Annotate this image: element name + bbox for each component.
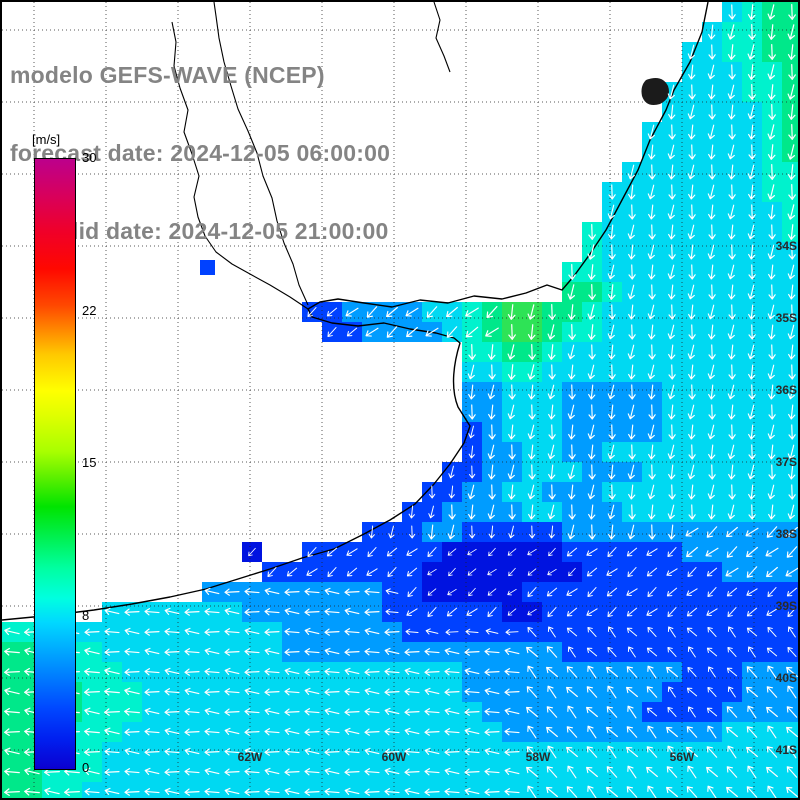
colorbar-gradient <box>34 158 76 770</box>
lat-label: 38S <box>776 527 797 541</box>
lat-label: 39S <box>776 599 797 613</box>
lat-label: 40S <box>776 671 797 685</box>
lat-label: 36S <box>776 383 797 397</box>
lat-label: 34S <box>776 239 797 253</box>
lat-label: 37S <box>776 455 797 469</box>
coastline <box>2 2 709 621</box>
colorbar-tick: 15 <box>82 455 97 470</box>
lon-label: 62W <box>238 750 263 764</box>
grid-labels: 34S 35S 36S 37S 38S 39S 40S 41S 62W 60W 58W 56W <box>238 239 797 764</box>
lat-label: 35S <box>776 311 797 325</box>
lon-label: 58W <box>526 750 551 764</box>
colorbar: [m/s] 30 22 15 8 0 <box>32 132 142 792</box>
colorbar-ticks: 30 22 15 8 0 <box>82 151 122 775</box>
colorbar-tick: 30 <box>82 150 97 165</box>
lon-label: 60W <box>382 750 407 764</box>
colorbar-unit-label: [m/s] <box>32 132 61 147</box>
colorbar-tick: 0 <box>82 760 90 775</box>
colorbar-tick: 8 <box>82 607 90 623</box>
lon-label: 56W <box>670 750 695 764</box>
colorbar-tick: 22 <box>82 302 97 318</box>
wave-arrows <box>4 4 798 798</box>
lat-label: 41S <box>776 743 797 757</box>
lagoon-shape <box>641 78 669 105</box>
model-title: modelo GEFS-WAVE (NCEP) <box>10 62 325 88</box>
